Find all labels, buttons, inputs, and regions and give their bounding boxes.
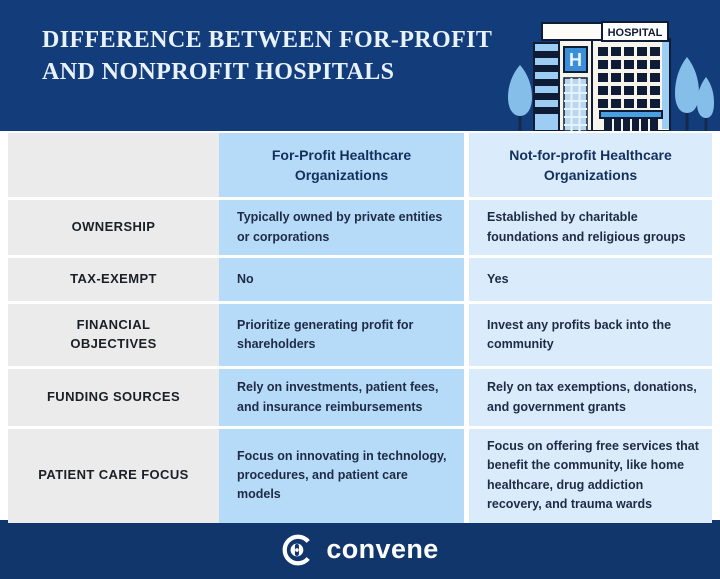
hero-header: DIFFERENCE BETWEEN FOR-PROFIT AND NONPRO… [0,0,720,131]
footer-brand-bar: convene [0,520,720,579]
convene-logo-icon [282,534,311,565]
cell-nonprofit: Established by charitable foundations an… [464,200,712,255]
tree-icon [508,65,532,131]
cell-for-profit: Focus on innovating in technology, proce… [219,429,464,523]
table-header-row: For-Profit Healthcare Organizations Not-… [8,133,712,197]
row-label: FUNDING SOURCES [8,369,219,426]
cell-nonprofit: Invest any profits back into the communi… [464,304,712,366]
tree-icon [675,57,714,131]
row-label: OWNERSHIP [8,200,219,255]
header-empty-cell [8,133,219,197]
page-title-line-1: DIFFERENCE BETWEEN FOR-PROFIT [42,27,493,53]
page-title: DIFFERENCE BETWEEN FOR-PROFIT AND NONPRO… [42,24,522,88]
comparison-table: For-Profit Healthcare Organizations Not-… [0,131,720,523]
table-row-patient-care-focus: PATIENT CARE FOCUS Focus on innovating i… [8,429,712,523]
table-row-financial-objectives: FINANCIAL OBJECTIVES Prioritize generati… [8,304,712,366]
table-row-ownership: OWNERSHIP Typically owned by private ent… [8,200,712,255]
column-header-nonprofit: Not-for-profit Healthcare Organizations [464,133,712,197]
building: HOSPITAL H [533,21,671,131]
hospital-building-icon: HOSPITAL H [508,21,714,131]
cell-nonprofit: Focus on offering free services that ben… [464,429,712,523]
cell-for-profit: Typically owned by private entities or c… [219,200,464,255]
cell-nonprofit: Yes [464,258,712,301]
hospital-h-sign: H [569,50,582,70]
table-row-tax-exempt: TAX-EXEMPT No Yes [8,258,712,301]
cell-nonprofit: Rely on tax exemptions, donations, and g… [464,369,712,426]
row-label: FINANCIAL OBJECTIVES [8,304,219,366]
page-title-line-2: AND NONPROFIT HOSPITALS [42,59,395,85]
cell-for-profit: Rely on investments, patient fees, and i… [219,369,464,426]
table-row-funding-sources: FUNDING SOURCES Rely on investments, pat… [8,369,712,426]
column-header-for-profit: For-Profit Healthcare Organizations [219,133,464,197]
row-label: TAX-EXEMPT [8,258,219,301]
brand-wordmark: convene [326,534,439,564]
row-label: PATIENT CARE FOCUS [8,429,219,523]
cell-for-profit: No [219,258,464,301]
hospital-sign-label: HOSPITAL [608,27,663,39]
cell-for-profit: Prioritize generating profit for shareho… [219,304,464,366]
